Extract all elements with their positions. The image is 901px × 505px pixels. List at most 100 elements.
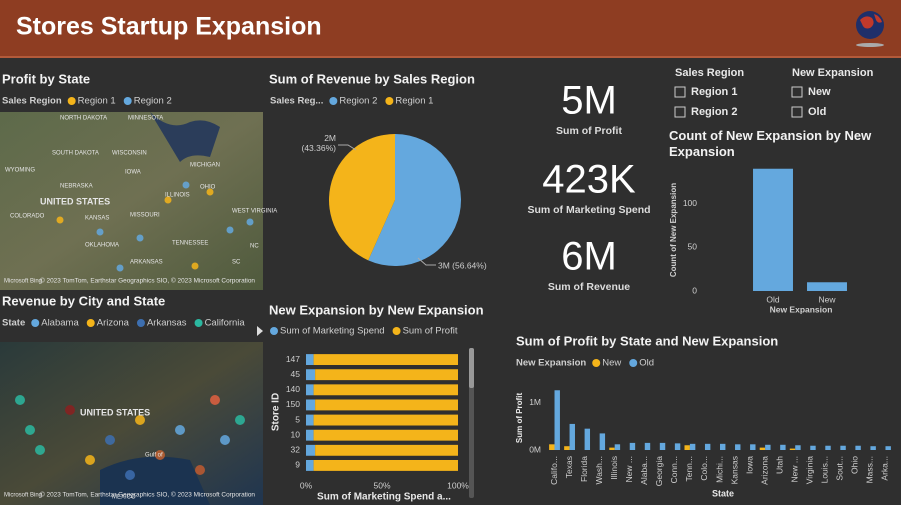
bar[interactable] — [789, 448, 796, 450]
map-bubble[interactable] — [116, 264, 124, 272]
bar[interactable] — [584, 428, 591, 450]
legend-swatch — [385, 97, 394, 105]
bar[interactable] — [807, 282, 847, 291]
y-axis-title: Count of New Expansion — [669, 183, 678, 277]
bar[interactable] — [684, 445, 690, 450]
legend-next[interactable] — [257, 326, 263, 336]
bar[interactable] — [659, 442, 666, 450]
bar-segment[interactable] — [306, 369, 316, 381]
map-label: ARKANSAS — [130, 260, 163, 266]
card-value: 6M — [561, 235, 617, 279]
map-bubble[interactable] — [136, 234, 144, 242]
map-label: NC — [250, 244, 259, 250]
map-bubble[interactable] — [125, 470, 135, 480]
bar[interactable] — [735, 444, 741, 450]
bar-segment[interactable] — [313, 414, 458, 426]
map-bubble[interactable] — [135, 415, 145, 425]
bar[interactable] — [870, 446, 876, 450]
pie-slice[interactable] — [368, 134, 461, 266]
map-bubble[interactable] — [155, 450, 165, 460]
bar[interactable] — [629, 442, 636, 450]
map-label: WYOMING — [5, 168, 35, 174]
x-tick-label: Arizona — [759, 456, 769, 485]
bar-segment[interactable] — [315, 369, 458, 381]
map-label: WISCONSIN — [112, 151, 147, 157]
bar[interactable] — [554, 390, 560, 450]
map-bubble[interactable] — [25, 425, 35, 435]
logo — [856, 11, 884, 47]
card-label: Sum of Profit — [556, 125, 622, 137]
x-tick-label: Sout... — [835, 456, 845, 481]
y-tick-label: 10 — [291, 429, 301, 439]
map-bubble[interactable] — [220, 435, 230, 445]
bar-segment[interactable] — [306, 429, 314, 441]
bar-segment[interactable] — [306, 459, 314, 471]
bar[interactable] — [720, 443, 726, 450]
bar-segment[interactable] — [313, 384, 458, 396]
bar[interactable] — [644, 442, 651, 450]
bar[interactable] — [569, 423, 575, 450]
map-bubble[interactable] — [85, 455, 95, 465]
bar[interactable] — [674, 443, 681, 450]
bar-segment[interactable] — [306, 444, 316, 456]
bar[interactable] — [759, 447, 766, 450]
map-bubble[interactable] — [56, 216, 64, 224]
pie-slice[interactable] — [329, 134, 395, 261]
bar-segment[interactable] — [306, 414, 314, 426]
slicer-checkbox[interactable] — [791, 86, 803, 98]
map-bubble[interactable] — [226, 226, 234, 234]
bar[interactable] — [825, 445, 831, 450]
bar[interactable] — [765, 444, 771, 450]
bar-segment[interactable] — [313, 354, 458, 366]
map-bubble[interactable] — [164, 196, 172, 204]
map-bubble[interactable] — [175, 425, 185, 435]
map-bubble[interactable] — [182, 181, 190, 189]
map-bubble[interactable] — [235, 415, 245, 425]
bar-segment[interactable] — [313, 429, 458, 441]
bar-segment[interactable] — [306, 399, 316, 411]
bar[interactable] — [753, 168, 793, 291]
map-brand: Microsoft Bing — [4, 279, 42, 285]
bar-segment[interactable] — [306, 384, 314, 396]
map-bubble[interactable] — [105, 435, 115, 445]
map-bubble[interactable] — [206, 188, 214, 196]
bar[interactable] — [689, 443, 696, 450]
legend-swatch — [136, 319, 145, 327]
bar[interactable] — [855, 445, 861, 450]
legend-swatch — [31, 319, 40, 327]
bar-segment[interactable] — [306, 354, 314, 366]
map-bubble[interactable] — [15, 395, 25, 405]
map-bubble[interactable] — [210, 395, 220, 405]
leader-line — [338, 144, 357, 151]
map-bubble[interactable] — [65, 405, 75, 415]
bar-segment[interactable] — [315, 399, 458, 411]
bar[interactable] — [614, 444, 621, 450]
bar[interactable] — [780, 444, 786, 450]
x-tick-label: Florida — [579, 456, 589, 482]
bar[interactable] — [885, 446, 891, 450]
bar[interactable] — [704, 443, 711, 450]
map-bubble[interactable] — [195, 465, 205, 475]
map-bubble[interactable] — [35, 445, 45, 455]
scroll-thumb[interactable] — [469, 348, 474, 388]
bar[interactable] — [810, 445, 816, 450]
bar[interactable] — [840, 445, 846, 450]
map-bubble[interactable] — [191, 262, 199, 270]
bar-segment[interactable] — [313, 459, 458, 471]
slicer-checkbox[interactable] — [674, 106, 686, 118]
bar[interactable] — [750, 444, 756, 450]
legend-label: Region 2 — [134, 96, 172, 107]
leader-line — [417, 257, 436, 266]
legend-label: New — [602, 358, 621, 369]
slicer-checkbox[interactable] — [791, 106, 803, 118]
map-tile[interactable] — [0, 112, 263, 290]
slicer-checkbox[interactable] — [674, 86, 686, 98]
map-bubble[interactable] — [96, 228, 104, 236]
bar[interactable] — [609, 447, 615, 450]
bar[interactable] — [599, 433, 606, 450]
bar[interactable] — [564, 446, 570, 450]
bar-segment[interactable] — [315, 444, 458, 456]
bar[interactable] — [795, 445, 801, 450]
map-bubble[interactable] — [246, 218, 254, 226]
bar[interactable] — [549, 444, 555, 450]
